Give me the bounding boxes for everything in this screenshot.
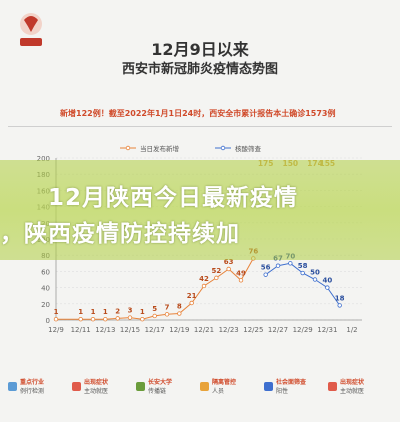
- legend-title: 出现症状: [340, 379, 365, 386]
- legend-color-swatch: [264, 382, 273, 391]
- legend-marker: [220, 145, 226, 151]
- y-tick-label: 200: [37, 155, 50, 163]
- data-label: 2: [115, 307, 120, 315]
- legend-color-swatch: [8, 382, 17, 391]
- legend-title: 重点行业: [20, 379, 45, 386]
- data-point: [238, 278, 244, 283]
- legend-color-swatch: [72, 382, 81, 391]
- data-label: 63: [224, 258, 234, 266]
- legend-item: 重点行业 例行检测: [8, 376, 68, 416]
- x-tick-label: 12/19: [169, 326, 189, 334]
- x-tick-label: 12/21: [194, 326, 214, 334]
- series-line: [56, 258, 254, 320]
- divider: [8, 126, 392, 127]
- data-label: 1: [140, 308, 145, 316]
- data-label: 40: [322, 277, 332, 285]
- data-point: [201, 283, 207, 289]
- summary-text: 新增122例！截至2022年1月1日24时，西安全市累计报告本土确诊1573例: [60, 109, 336, 118]
- data-label: 7: [165, 303, 170, 311]
- data-point: [300, 270, 305, 276]
- legend-color-swatch: [136, 382, 145, 391]
- data-label: 8: [177, 303, 182, 311]
- data-label: 1: [78, 308, 83, 316]
- data-label: 56: [261, 264, 271, 272]
- legend-item: 隔离管控 人员: [200, 376, 260, 416]
- y-tick-label: 20: [41, 301, 50, 309]
- legend-item: 出现症状 主动就医: [72, 376, 132, 416]
- headline-line-2: ，陕西疫情防控持续加: [0, 221, 240, 247]
- legend-subtitle: 传播链: [148, 388, 167, 395]
- data-label: 1: [91, 308, 96, 316]
- data-point: [325, 285, 330, 290]
- x-tick-label: 12/11: [71, 326, 91, 334]
- data-label: 1: [103, 308, 108, 316]
- case-source-legend: 重点行业 例行检测 出现症状 主动就医 长安大学 传播链 隔离管控 人员 社会面筛查 阳性 出现症状…: [8, 370, 392, 422]
- x-tick-label: 12/9: [48, 326, 64, 334]
- data-label: 58: [298, 262, 308, 270]
- data-point: [263, 272, 268, 277]
- x-tick-label: 12/25: [243, 326, 263, 334]
- data-point: [288, 261, 293, 266]
- legend-title: 出现症状: [84, 379, 109, 386]
- y-tick-label: 40: [41, 285, 50, 293]
- data-point: [164, 312, 170, 317]
- x-tick-label: 12/15: [120, 326, 140, 334]
- data-point: [53, 316, 59, 322]
- x-tick-label: 12/23: [219, 326, 239, 334]
- x-tick-label: 12/27: [268, 326, 288, 334]
- data-point: [78, 316, 83, 322]
- data-label: 21: [187, 292, 197, 300]
- legend-subtitle: 主动就医: [340, 388, 365, 395]
- legend-label: 核酸筛查: [235, 144, 262, 153]
- x-tick-label: 12/31: [317, 326, 337, 334]
- data-label: 5: [152, 305, 157, 313]
- legend-subtitle: 阳性: [276, 388, 289, 395]
- data-point: [312, 277, 318, 282]
- legend-label: 当日发布新增: [140, 144, 179, 153]
- data-point: [115, 316, 120, 321]
- data-point: [214, 275, 219, 281]
- chart-title-main: 西安市新冠肺炎疫情态势图: [121, 62, 278, 77]
- legend-subtitle: 例行检测: [20, 388, 45, 395]
- data-point: [90, 316, 96, 322]
- data-label: 3: [128, 307, 133, 315]
- legend-item: 长安大学 传播链: [136, 376, 196, 416]
- x-tick-label: 12/13: [95, 326, 115, 334]
- legend-subtitle: 人员: [212, 388, 225, 395]
- legend-title: 社会面筛查: [276, 379, 307, 386]
- data-point: [103, 316, 108, 322]
- data-label: 18: [335, 294, 345, 302]
- legend-title: 长安大学: [148, 379, 173, 386]
- data-point: [127, 315, 133, 320]
- data-label: 52: [211, 267, 221, 275]
- xinhua-logo-icon: [20, 13, 42, 46]
- y-tick-label: 60: [41, 268, 50, 276]
- data-point: [337, 303, 342, 308]
- headline-banner: 12月陕西今日最新疫情 ，陕西疫情防控持续加: [0, 160, 400, 260]
- y-tick-label: 0: [46, 317, 50, 325]
- data-point: [189, 300, 194, 306]
- x-tick-label: 12/29: [293, 326, 313, 334]
- data-point: [177, 311, 182, 316]
- legend-color-swatch: [328, 382, 337, 391]
- x-tick-label: 12/17: [145, 326, 165, 334]
- data-point: [226, 266, 231, 272]
- legend-item: 社会面筛查 阳性: [264, 376, 324, 416]
- chart-title-date: 12月9日以来: [151, 40, 249, 59]
- data-label: 50: [310, 269, 320, 277]
- data-point: [152, 313, 157, 319]
- x-tick-label: 1/2: [346, 326, 357, 334]
- data-label: 42: [199, 275, 209, 283]
- legend-title: 隔离管控: [212, 379, 237, 386]
- headline-line-1: 12月陕西今日最新疫情: [48, 185, 299, 211]
- legend-color-swatch: [200, 382, 209, 391]
- data-point: [275, 263, 281, 268]
- data-label: 49: [236, 269, 246, 277]
- legend-item: 出现症状 主动就医: [328, 376, 388, 416]
- data-point: [140, 316, 145, 322]
- legend-marker: [125, 145, 131, 151]
- data-label: 1: [54, 308, 59, 316]
- legend-subtitle: 主动就医: [84, 388, 109, 395]
